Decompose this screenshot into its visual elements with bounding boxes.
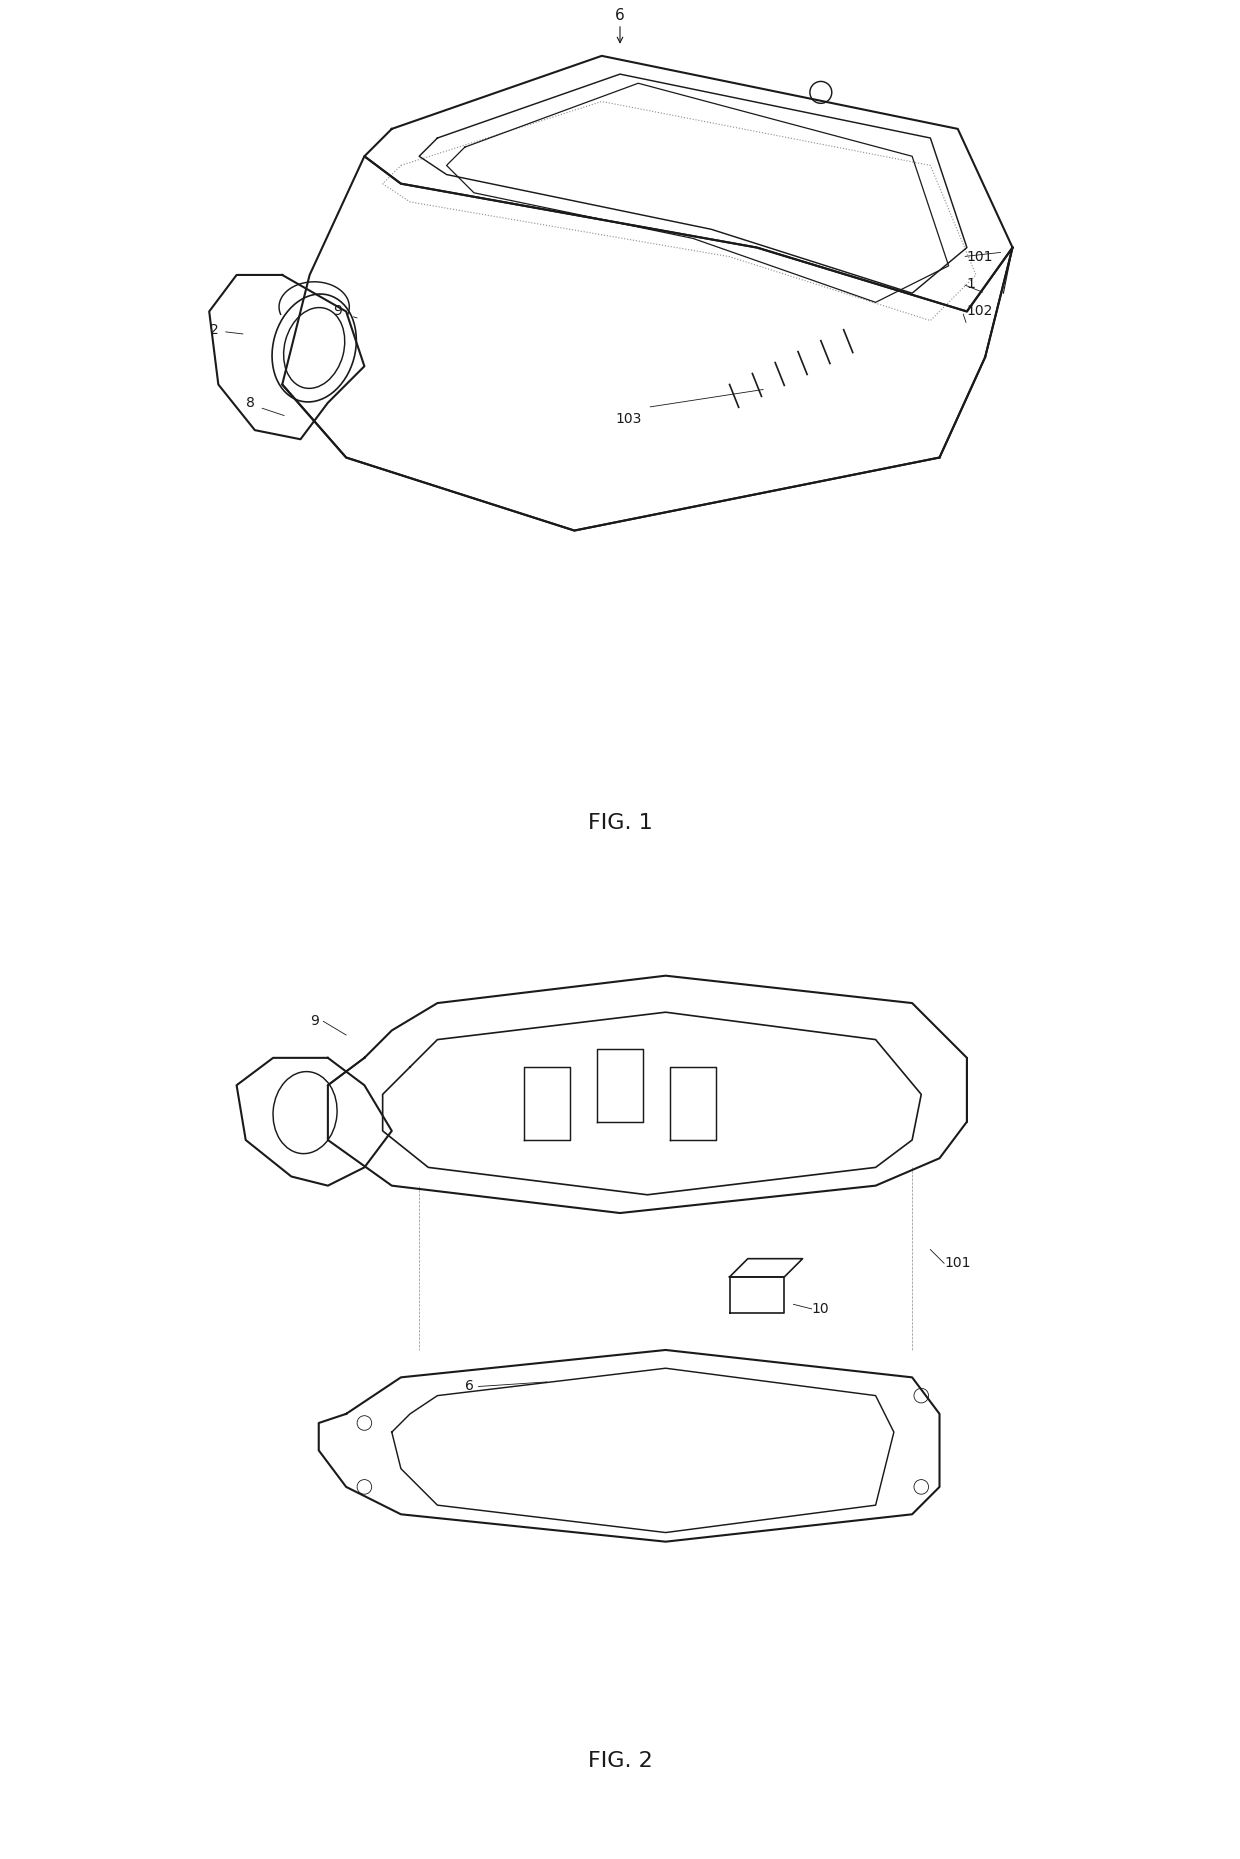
Text: FIG. 2: FIG. 2 xyxy=(588,1751,652,1772)
Text: FIG. 1: FIG. 1 xyxy=(588,812,652,833)
Text: 103: 103 xyxy=(615,413,642,426)
Text: 9: 9 xyxy=(332,305,341,318)
Text: 6: 6 xyxy=(465,1379,474,1394)
Text: 2: 2 xyxy=(210,323,218,336)
Text: 6: 6 xyxy=(615,7,625,22)
Text: 101: 101 xyxy=(944,1257,971,1270)
Text: 101: 101 xyxy=(967,249,993,264)
Text: 10: 10 xyxy=(812,1301,830,1316)
Text: 8: 8 xyxy=(246,396,255,409)
Text: 9: 9 xyxy=(310,1015,319,1028)
Text: 102: 102 xyxy=(967,305,993,318)
Text: 1: 1 xyxy=(967,277,976,292)
